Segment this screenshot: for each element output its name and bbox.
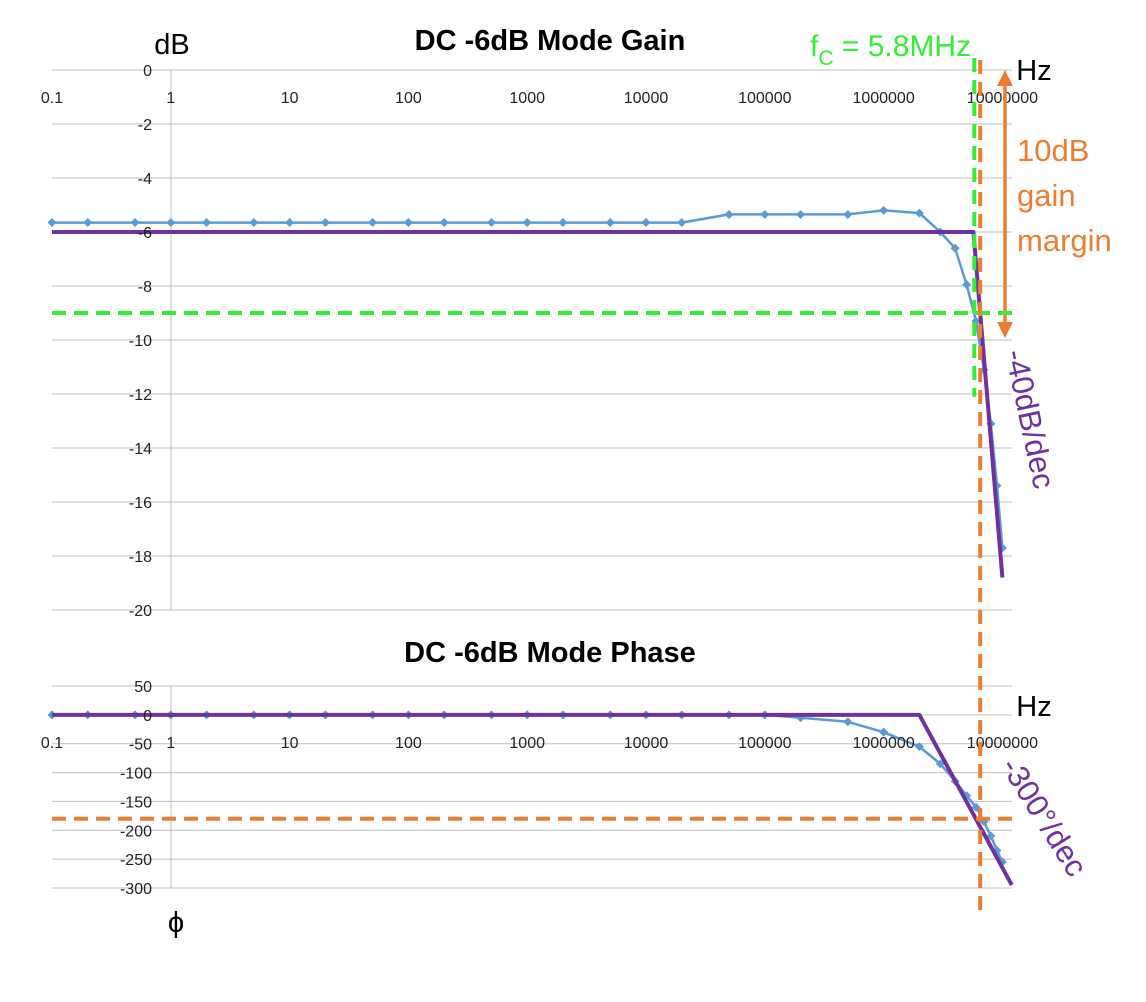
phase-series-group (47, 710, 1014, 887)
phase-x-tick-label: 100 (395, 735, 422, 752)
gain-data-point (130, 218, 140, 228)
phase-y-tick-label: -200 (120, 823, 152, 840)
gain-data-point (47, 218, 57, 228)
gain-data-point (843, 209, 853, 219)
gain-y-axis-label: dB (154, 29, 189, 61)
phase-y-tick-label: -50 (129, 737, 152, 754)
gain-data-point (166, 218, 176, 228)
gain-x-tick-label: 10000 (624, 90, 669, 107)
phase-x-tick-label: 10000000 (967, 735, 1038, 752)
phase-x-tick-label: 10 (281, 735, 299, 752)
gain-data-point (796, 209, 806, 219)
phase-data-point (843, 717, 853, 727)
gain-data-point (605, 218, 615, 228)
gain-y-tick-label: -14 (129, 441, 152, 458)
phase-y-tick-labels: 50 0 -50 -100 -150 -200 -250 -300 (120, 679, 152, 898)
phase-y-tick-label: 0 (143, 708, 152, 725)
gain-y-tick-label: -16 (129, 495, 152, 512)
phase-chart: 50 0 -50 -100 -150 -200 -250 -300 0.1 1 10 100 1000… (41, 637, 1094, 939)
gain-margin-label-line3: margin (1017, 223, 1112, 258)
cutoff-f: f (810, 30, 819, 63)
gain-data-point (558, 218, 568, 228)
cutoff-value: = 5.8MHz (834, 30, 972, 63)
gain-y-tick-label: -6 (138, 225, 152, 242)
gain-chart: 0 -2 -4 -6 -8 -10 -12 -14 -16 -18 -20 0.1 1 10 100 100… (41, 25, 1112, 620)
phase-x-tick-label: 1000 (509, 735, 545, 752)
gain-data-point (83, 218, 93, 228)
cutoff-frequency-label: fC = 5.8MHz (810, 30, 971, 70)
gain-data-point (641, 218, 651, 228)
gain-asymptote-line (52, 230, 1005, 578)
phase-x-tick-label: 0.1 (41, 735, 63, 752)
gain-y-tick-label: -12 (129, 387, 152, 404)
gain-y-tick-label: -2 (138, 117, 152, 134)
phase-asymptote-line (52, 712, 1014, 887)
phase-x-tick-label: 100000 (738, 735, 791, 752)
gain-measured-line (52, 209, 1004, 549)
gain-x-tick-label: 1000 (509, 90, 545, 107)
gain-data-point (962, 280, 972, 290)
gain-chart-title: DC -6dB Mode Gain (415, 25, 686, 57)
gain-data-point (677, 218, 687, 228)
gain-y-tick-label: -8 (138, 279, 152, 296)
gain-y-tick-label: 0 (143, 63, 152, 80)
gain-x-tick-label: 100000 (738, 90, 791, 107)
gain-margin-arrow (997, 70, 1013, 338)
phase-y-tick-label: -150 (120, 794, 152, 811)
phase-y-tick-label: -250 (120, 852, 152, 869)
gain-data-point (486, 218, 496, 228)
gain-x-tick-label: 10000000 (967, 90, 1038, 107)
gain-data-point (879, 205, 889, 215)
gain-x-tick-label: 100 (395, 90, 422, 107)
phase-y-tick-label: -100 (120, 766, 152, 783)
gain-data-point (320, 218, 330, 228)
gain-y-tick-labels: 0 -2 -4 -6 -8 -10 -12 -14 -16 -18 -20 (129, 63, 152, 620)
gain-data-point (914, 208, 924, 218)
gain-data-point (403, 218, 413, 228)
gain-x-axis-label: Hz (1016, 55, 1051, 87)
gain-x-tick-label: 10 (281, 90, 299, 107)
gain-margin-label-line1: 10dB (1017, 133, 1089, 168)
gain-gridlines (52, 69, 1012, 611)
gain-x-tick-labels: 0.1 1 10 100 1000 10000 100000 1000000 10000000 (41, 90, 1038, 107)
gain-y-tick-label: -10 (129, 333, 152, 350)
phase-data-point (914, 742, 924, 752)
gain-x-tick-label: 1000000 (852, 90, 914, 107)
gain-data-point (202, 218, 212, 228)
gain-y-tick-label: -20 (129, 603, 152, 620)
gain-data-point (522, 218, 532, 228)
phase-x-tick-label: 1 (166, 735, 175, 752)
gain-data-point (760, 209, 770, 219)
gain-data-point (439, 218, 449, 228)
gain-data-point (724, 209, 734, 219)
gain-data-point (950, 243, 960, 253)
phase-x-tick-label: 10000 (624, 735, 669, 752)
gain-x-tick-label: 1 (166, 90, 175, 107)
reference-lines-overlay (52, 58, 1012, 912)
gain-margin-label-line2: gain (1017, 178, 1076, 213)
phase-x-tick-label: 1000000 (852, 735, 914, 752)
phase-chart-title: DC -6dB Mode Phase (404, 637, 696, 669)
phase-data-point (879, 727, 889, 737)
cutoff-subscript: C (818, 47, 833, 70)
gain-data-point (368, 218, 378, 228)
gain-series-group (47, 205, 1007, 578)
gain-y-tick-label: -4 (138, 171, 152, 188)
phase-x-axis-label: Hz (1016, 691, 1051, 723)
gain-x-tick-label: 0.1 (41, 90, 63, 107)
gain-slope-label: -40dB/dec (998, 346, 1062, 492)
phase-y-tick-label: 50 (134, 679, 152, 696)
gain-data-point (285, 218, 295, 228)
gain-y-tick-label: -18 (129, 549, 152, 566)
phase-x-tick-labels: 0.1 1 10 100 1000 10000 100000 1000000 10000000 (41, 735, 1038, 752)
gain-data-point (249, 218, 259, 228)
phase-y-tick-label: -300 (120, 881, 152, 898)
phase-y-axis-label: ϕ (168, 907, 184, 939)
